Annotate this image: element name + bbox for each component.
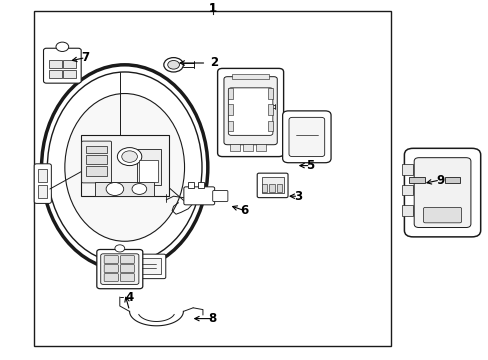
FancyBboxPatch shape <box>228 88 272 135</box>
FancyBboxPatch shape <box>404 148 480 237</box>
FancyBboxPatch shape <box>423 207 461 223</box>
Bar <box>86 155 107 164</box>
Bar <box>269 184 274 192</box>
Ellipse shape <box>47 72 202 263</box>
Bar <box>95 182 154 196</box>
Bar <box>34 11 390 346</box>
Bar <box>229 144 239 151</box>
Bar <box>86 166 107 176</box>
Bar <box>137 258 161 274</box>
Text: 7: 7 <box>81 51 89 64</box>
Bar <box>228 104 233 115</box>
Bar <box>188 182 194 188</box>
Bar <box>262 184 267 192</box>
Circle shape <box>167 60 179 69</box>
FancyBboxPatch shape <box>104 274 118 282</box>
FancyBboxPatch shape <box>101 254 139 284</box>
Text: 9: 9 <box>435 174 443 186</box>
Bar <box>402 205 412 216</box>
Bar <box>228 88 233 99</box>
FancyBboxPatch shape <box>132 254 165 279</box>
Bar <box>228 121 233 131</box>
Bar <box>267 88 272 99</box>
Circle shape <box>132 184 146 194</box>
Bar <box>63 70 76 78</box>
Bar <box>261 177 283 193</box>
Circle shape <box>163 58 183 72</box>
Text: 3: 3 <box>294 190 302 203</box>
FancyBboxPatch shape <box>224 77 277 145</box>
FancyBboxPatch shape <box>104 265 118 273</box>
Text: 1: 1 <box>208 3 216 15</box>
Text: 1: 1 <box>209 4 216 14</box>
Bar <box>38 169 47 182</box>
Text: 8: 8 <box>208 312 216 325</box>
Bar <box>63 60 76 68</box>
FancyBboxPatch shape <box>183 187 214 205</box>
Bar <box>267 121 272 131</box>
Text: 5: 5 <box>306 159 314 172</box>
Text: 6: 6 <box>240 204 248 217</box>
Bar <box>402 185 412 195</box>
FancyBboxPatch shape <box>282 111 330 163</box>
FancyBboxPatch shape <box>43 48 81 83</box>
FancyBboxPatch shape <box>257 173 287 198</box>
Circle shape <box>115 245 124 252</box>
Ellipse shape <box>65 94 184 241</box>
Ellipse shape <box>41 65 207 270</box>
Bar <box>256 144 265 151</box>
FancyBboxPatch shape <box>212 190 227 202</box>
FancyBboxPatch shape <box>97 249 142 289</box>
FancyBboxPatch shape <box>408 177 424 183</box>
Bar <box>267 104 272 115</box>
FancyBboxPatch shape <box>104 256 118 264</box>
Circle shape <box>106 183 123 195</box>
Bar <box>81 135 168 196</box>
FancyBboxPatch shape <box>120 274 134 282</box>
Bar <box>243 144 252 151</box>
Bar <box>137 149 161 185</box>
FancyBboxPatch shape <box>81 141 111 183</box>
Circle shape <box>255 102 267 111</box>
FancyBboxPatch shape <box>34 164 51 203</box>
Bar <box>402 164 412 175</box>
Bar <box>38 185 47 198</box>
Circle shape <box>56 42 68 51</box>
FancyBboxPatch shape <box>413 158 470 228</box>
Bar <box>86 146 107 153</box>
Text: 4: 4 <box>125 291 133 304</box>
Bar <box>276 184 282 192</box>
Bar <box>139 160 158 182</box>
Bar <box>49 70 61 78</box>
FancyBboxPatch shape <box>288 117 324 157</box>
Bar <box>49 60 61 68</box>
Bar <box>232 74 268 79</box>
FancyBboxPatch shape <box>217 68 283 157</box>
Circle shape <box>117 148 142 166</box>
FancyBboxPatch shape <box>444 177 459 183</box>
FancyBboxPatch shape <box>120 256 134 264</box>
FancyBboxPatch shape <box>120 265 134 273</box>
Text: 2: 2 <box>210 57 218 69</box>
Circle shape <box>122 151 137 162</box>
Bar <box>198 182 203 188</box>
